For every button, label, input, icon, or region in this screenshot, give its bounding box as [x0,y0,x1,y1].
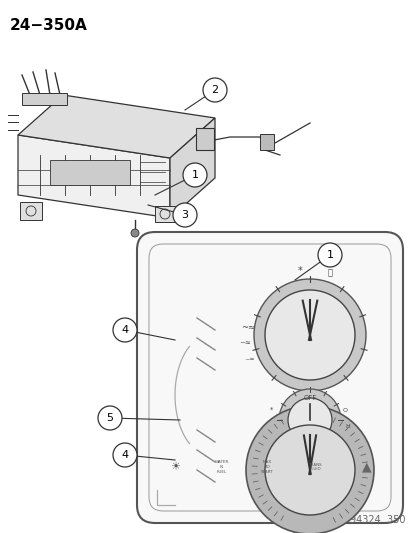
Circle shape [245,406,373,533]
Text: 4: 4 [121,325,128,335]
FancyBboxPatch shape [259,134,273,150]
Text: ~≈: ~≈ [240,322,254,332]
Circle shape [264,425,354,515]
Text: ~≈: ~≈ [244,357,255,361]
Circle shape [131,229,139,237]
Text: 1: 1 [191,170,198,180]
Circle shape [98,406,122,430]
Text: TRANS
FLUID: TRANS FLUID [307,463,321,472]
Polygon shape [18,95,214,158]
FancyBboxPatch shape [154,206,175,222]
Polygon shape [18,135,170,218]
Text: 5: 5 [106,413,113,423]
Circle shape [254,279,365,391]
Text: ☀: ☀ [170,462,180,472]
Circle shape [287,398,331,442]
Text: 94324  350: 94324 350 [350,515,405,525]
Text: MAX
TO
START: MAX TO START [260,460,273,474]
Circle shape [202,78,226,102]
Text: ~≈: ~≈ [239,340,250,346]
Circle shape [317,243,341,267]
Text: ▲: ▲ [361,461,371,473]
Circle shape [113,318,137,342]
Text: OFF: OFF [303,395,316,401]
Text: H: H [345,424,349,429]
Polygon shape [170,118,214,218]
FancyBboxPatch shape [22,93,67,105]
Circle shape [183,163,206,187]
FancyBboxPatch shape [50,160,130,185]
FancyBboxPatch shape [137,232,402,523]
Circle shape [278,389,340,451]
Circle shape [113,443,137,467]
Text: *: * [297,266,301,276]
Text: 2: 2 [211,85,218,95]
Circle shape [173,203,197,227]
Text: *: * [270,407,273,413]
Text: 4: 4 [121,450,128,460]
Circle shape [264,290,354,380]
Text: 24−350A: 24−350A [10,18,88,33]
Text: 3: 3 [181,210,188,220]
Text: 1: 1 [326,250,333,260]
Text: ⦿: ⦿ [327,269,332,278]
FancyBboxPatch shape [195,128,214,150]
Text: WATER
IN
FUEL: WATER IN FUEL [214,460,229,474]
FancyBboxPatch shape [20,202,42,220]
Text: O: O [342,408,347,413]
